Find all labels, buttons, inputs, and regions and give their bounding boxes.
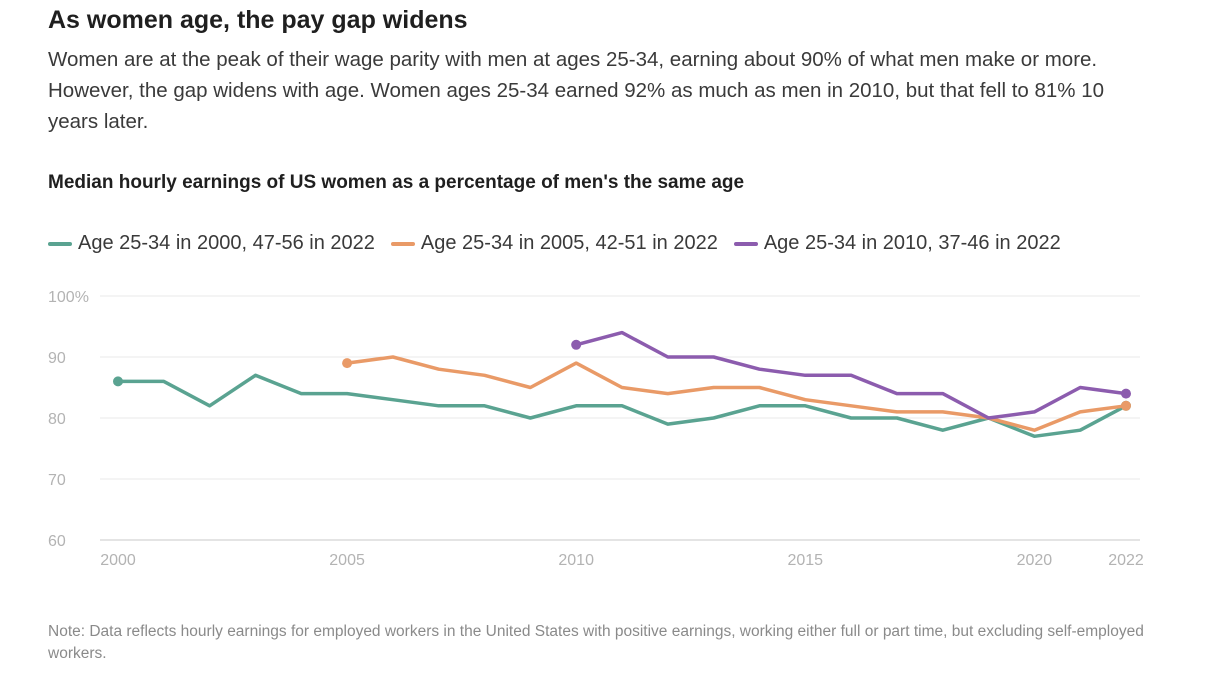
series-line-3 — [574, 330, 1128, 420]
y-tick-label-70: 70 — [48, 472, 66, 489]
legend-swatch-series-1 — [48, 241, 72, 246]
series-3-end-point — [1121, 388, 1131, 399]
x-tick-label-2010: 2010 — [558, 552, 594, 569]
headline: As women age, the pay gap widens — [48, 6, 468, 34]
legend-item-series-1: Age 25-34 in 2000, 47-56 in 2022 — [48, 232, 375, 255]
y-tick-label-100: 100% — [48, 289, 89, 306]
legend-label-series-3: Age 25-34 in 2010, 37-46 in 2022 — [763, 232, 1061, 254]
x-tick-label-2000: 2000 — [100, 552, 136, 569]
legend-label-series-2: Age 25-34 in 2005, 42-51 in 2022 — [420, 232, 718, 254]
series-2-end-point — [1121, 400, 1131, 411]
y-tick-label-90: 90 — [48, 350, 66, 367]
y-tick-label-60: 60 — [48, 533, 66, 550]
legend-swatch-series-2 — [390, 241, 415, 246]
legend-item-series-3: Age 25-34 in 2010, 37-46 in 2022 — [733, 232, 1061, 255]
series-line-2 — [345, 355, 1128, 432]
y-tick-label-80: 80 — [48, 411, 66, 428]
legend-item-series-2: Age 25-34 in 2005, 42-51 in 2022 — [390, 232, 718, 255]
legend-label-series-1: Age 25-34 in 2000, 47-56 in 2022 — [78, 232, 375, 254]
series-line-1 — [116, 373, 1128, 439]
legend: Age 25-34 in 2000, 47-56 in 2022 Age 25-… — [48, 232, 1077, 255]
x-tick-label-2022: 2022 — [1108, 552, 1144, 569]
dek: Women are at the peak of their wage pari… — [48, 48, 1105, 133]
series-1-start-point — [113, 376, 123, 387]
series-2-start-point — [342, 358, 353, 369]
x-tick-label-2015: 2015 — [787, 552, 823, 569]
legend-swatch-series-3 — [733, 241, 758, 246]
x-tick-label-2005: 2005 — [329, 552, 365, 569]
series-3-start-point — [571, 339, 582, 350]
x-tick-label-2020: 2020 — [1017, 552, 1053, 569]
chart-title: Median hourly earnings of US women as a … — [48, 172, 745, 193]
footnote: Note: Data reflects hourly earnings for … — [48, 623, 1144, 662]
